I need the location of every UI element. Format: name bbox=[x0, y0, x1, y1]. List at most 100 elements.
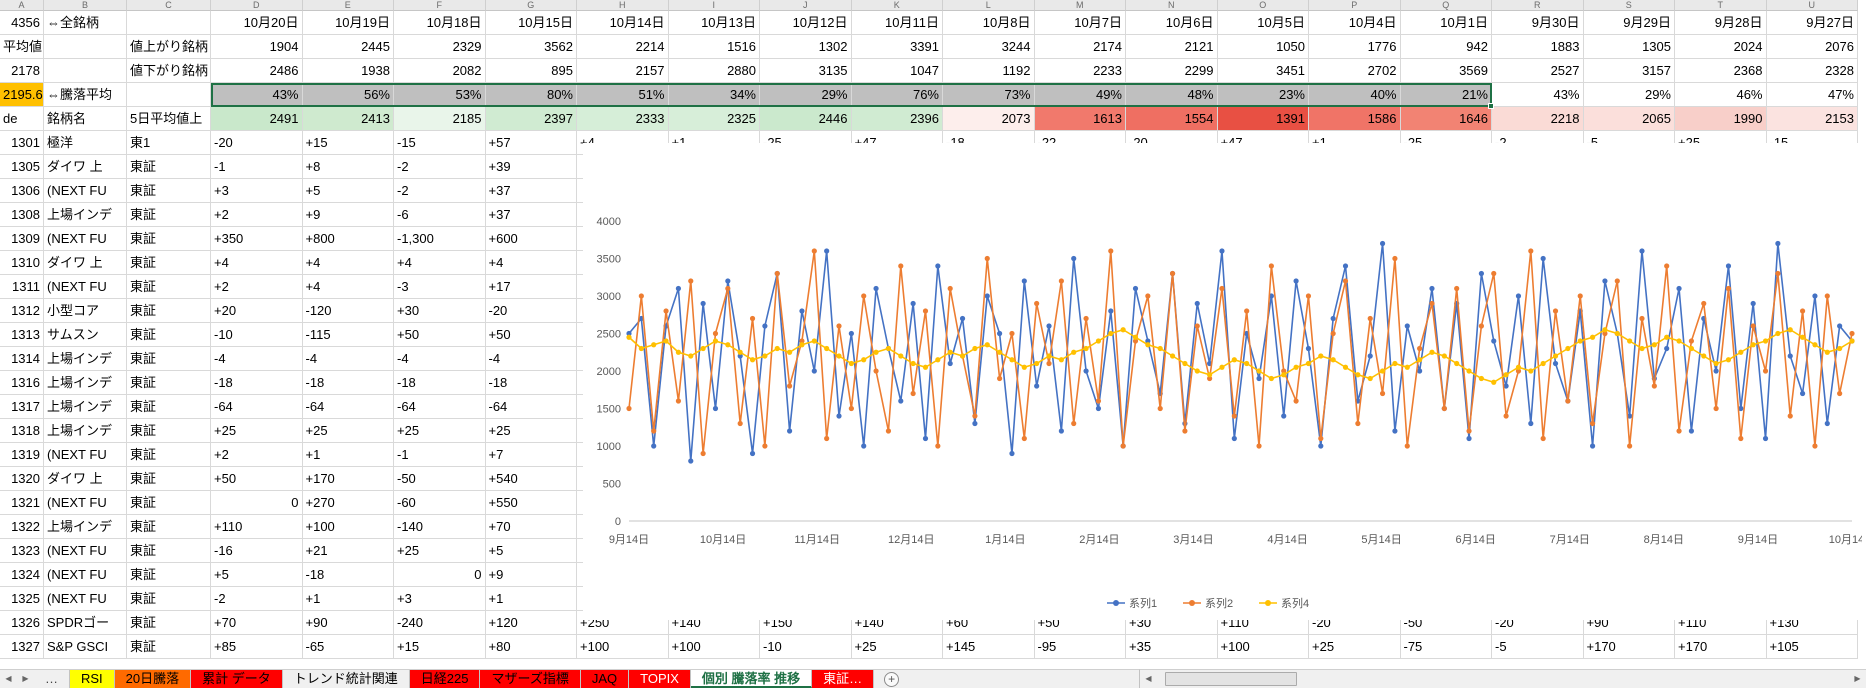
stock-name-cell[interactable]: (NEXT FU bbox=[44, 587, 127, 611]
change-value-cell[interactable]: +37 bbox=[485, 203, 577, 227]
ratio-percent-cell[interactable]: 29% bbox=[760, 83, 852, 107]
ratio-percent-cell[interactable]: 73% bbox=[943, 83, 1035, 107]
change-value-cell[interactable]: +3 bbox=[211, 179, 303, 203]
stock-name-cell[interactable]: (NEXT FU bbox=[44, 491, 127, 515]
market-cell[interactable]: 東証 bbox=[127, 299, 211, 323]
decliners-value-cell[interactable]: 2702 bbox=[1309, 59, 1401, 83]
change-value-cell[interactable]: -20 bbox=[211, 131, 303, 155]
average-label-cell[interactable]: 平均値 bbox=[0, 35, 44, 59]
avg5-value-cell[interactable]: 2218 bbox=[1492, 107, 1584, 131]
change-value-cell[interactable]: +800 bbox=[302, 227, 394, 251]
market-cell[interactable]: 東証 bbox=[127, 539, 211, 563]
sheet-tab[interactable]: 東証… bbox=[812, 670, 875, 688]
column-letter[interactable]: H bbox=[577, 0, 669, 11]
decliners-value-cell[interactable]: 2527 bbox=[1492, 59, 1584, 83]
date-header-cell[interactable]: 10月1日 bbox=[1400, 11, 1492, 35]
market-cell[interactable]: 東証 bbox=[127, 587, 211, 611]
stock-name-cell[interactable]: (NEXT FU bbox=[44, 179, 127, 203]
change-value-cell[interactable]: +5 bbox=[302, 179, 394, 203]
change-value-cell[interactable]: +25 bbox=[302, 419, 394, 443]
market-cell[interactable]: 東証 bbox=[127, 611, 211, 635]
stock-code-cell[interactable]: 1308 bbox=[0, 203, 44, 227]
date-header-cell[interactable]: 9月27日 bbox=[1766, 11, 1858, 35]
sheet-nav-left-icon[interactable]: ◀ bbox=[5, 674, 12, 683]
all-stocks-label-cell[interactable]: ⇔全銘柄 bbox=[44, 11, 127, 35]
column-letter[interactable]: M bbox=[1034, 0, 1126, 11]
stock-name-cell[interactable]: 小型コア bbox=[44, 299, 127, 323]
ratio-percent-cell[interactable]: 47% bbox=[1766, 83, 1858, 107]
change-value-cell[interactable]: -15 bbox=[394, 131, 486, 155]
advancers-value-cell[interactable]: 1883 bbox=[1492, 35, 1584, 59]
column-letter[interactable]: N bbox=[1126, 0, 1218, 11]
change-value-cell[interactable]: +25 bbox=[394, 539, 486, 563]
change-value-cell[interactable]: -18 bbox=[394, 371, 486, 395]
change-value-cell[interactable]: 0 bbox=[394, 563, 486, 587]
sheet-tab-active[interactable]: 個別 騰落率 推移 bbox=[690, 670, 813, 688]
avg5-value-cell[interactable]: 2397 bbox=[485, 107, 577, 131]
decliners-value-cell[interactable]: 3451 bbox=[1217, 59, 1309, 83]
change-value-cell[interactable]: +25 bbox=[851, 635, 943, 659]
decliners-value-cell[interactable]: 1047 bbox=[851, 59, 943, 83]
change-value-cell[interactable]: +4 bbox=[485, 251, 577, 275]
stock-code-cell[interactable]: 1314 bbox=[0, 347, 44, 371]
change-value-cell[interactable]: -64 bbox=[302, 395, 394, 419]
avg5-value-cell[interactable]: 2396 bbox=[851, 107, 943, 131]
stock-code-cell[interactable]: 1309 bbox=[0, 227, 44, 251]
stock-name-cell[interactable]: 上場インデ bbox=[44, 395, 127, 419]
market-cell[interactable]: 東証 bbox=[127, 179, 211, 203]
stock-code-cell[interactable]: 1322 bbox=[0, 515, 44, 539]
decliners-value-cell[interactable]: 2368 bbox=[1675, 59, 1767, 83]
stock-code-cell[interactable]: 1327 bbox=[0, 635, 44, 659]
stock-code-cell[interactable]: 1321 bbox=[0, 491, 44, 515]
average-price-cell[interactable]: 2195.657 bbox=[0, 83, 44, 107]
date-header-cell[interactable]: 9月30日 bbox=[1492, 11, 1584, 35]
date-header-cell[interactable]: 10月15日 bbox=[485, 11, 577, 35]
name-label-cell[interactable]: 銘柄名 bbox=[44, 107, 127, 131]
ratio-percent-cell[interactable]: 56% bbox=[302, 83, 394, 107]
change-value-cell[interactable]: +50 bbox=[211, 467, 303, 491]
change-value-cell[interactable]: +17 bbox=[485, 275, 577, 299]
advancers-value-cell[interactable]: 1904 bbox=[211, 35, 303, 59]
date-header-cell[interactable]: 10月19日 bbox=[302, 11, 394, 35]
change-value-cell[interactable]: +4 bbox=[302, 275, 394, 299]
cell[interactable] bbox=[127, 11, 211, 35]
change-value-cell[interactable]: -140 bbox=[394, 515, 486, 539]
stock-name-cell[interactable]: (NEXT FU bbox=[44, 563, 127, 587]
advancers-value-cell[interactable]: 2121 bbox=[1126, 35, 1218, 59]
sheet-tab[interactable]: RSI bbox=[70, 670, 115, 688]
avg5-value-cell[interactable]: 2491 bbox=[211, 107, 303, 131]
change-value-cell[interactable]: +85 bbox=[211, 635, 303, 659]
change-value-cell[interactable]: -2 bbox=[394, 179, 486, 203]
column-letter[interactable]: U bbox=[1766, 0, 1858, 11]
avg5-value-cell[interactable]: 2446 bbox=[760, 107, 852, 131]
total-count-cell[interactable]: 4356 bbox=[0, 11, 44, 35]
sheet-tab[interactable]: JAQ bbox=[580, 670, 630, 688]
date-header-cell[interactable]: 10月13日 bbox=[668, 11, 760, 35]
change-value-cell[interactable]: +2 bbox=[211, 275, 303, 299]
change-value-cell[interactable]: -4 bbox=[302, 347, 394, 371]
market-cell[interactable]: 東証 bbox=[127, 275, 211, 299]
change-value-cell[interactable]: +57 bbox=[485, 131, 577, 155]
change-value-cell[interactable]: +5 bbox=[211, 563, 303, 587]
stock-name-cell[interactable]: 極洋 bbox=[44, 131, 127, 155]
market-cell[interactable]: 東証 bbox=[127, 467, 211, 491]
column-letter[interactable]: T bbox=[1675, 0, 1767, 11]
change-value-cell[interactable]: +15 bbox=[394, 635, 486, 659]
change-value-cell[interactable]: +100 bbox=[577, 635, 669, 659]
change-value-cell[interactable]: -50 bbox=[394, 467, 486, 491]
stock-name-cell[interactable]: SPDRゴー bbox=[44, 611, 127, 635]
stock-name-cell[interactable]: (NEXT FU bbox=[44, 539, 127, 563]
change-value-cell[interactable]: -64 bbox=[211, 395, 303, 419]
stock-code-cell[interactable]: 1318 bbox=[0, 419, 44, 443]
advancers-value-cell[interactable]: 2329 bbox=[394, 35, 486, 59]
stock-name-cell[interactable]: 上場インデ bbox=[44, 371, 127, 395]
change-value-cell[interactable]: +50 bbox=[394, 323, 486, 347]
add-sheet-button[interactable]: + bbox=[884, 672, 900, 687]
advancers-value-cell[interactable]: 2445 bbox=[302, 35, 394, 59]
date-header-cell[interactable]: 10月8日 bbox=[943, 11, 1035, 35]
stock-code-cell[interactable]: 1311 bbox=[0, 275, 44, 299]
stock-name-cell[interactable]: 上場インデ bbox=[44, 347, 127, 371]
market-cell[interactable]: 東証 bbox=[127, 563, 211, 587]
change-value-cell[interactable]: +37 bbox=[485, 179, 577, 203]
sheet-tab[interactable]: トレンド統計関連 bbox=[282, 670, 410, 688]
